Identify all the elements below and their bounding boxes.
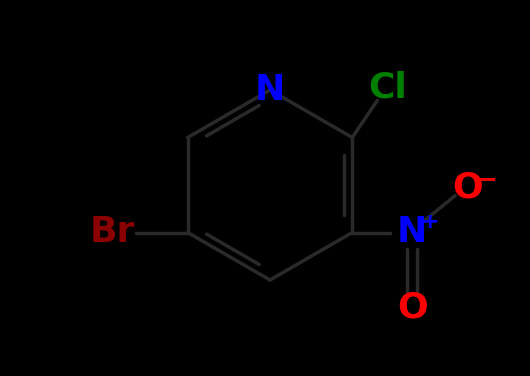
Text: +: + [421,212,439,232]
Text: O: O [397,291,428,324]
Text: Cl: Cl [368,71,407,105]
Text: O: O [452,170,483,205]
Text: N: N [397,215,428,250]
Text: N: N [255,73,285,107]
Text: Br: Br [90,215,136,250]
Text: −: − [477,167,498,191]
